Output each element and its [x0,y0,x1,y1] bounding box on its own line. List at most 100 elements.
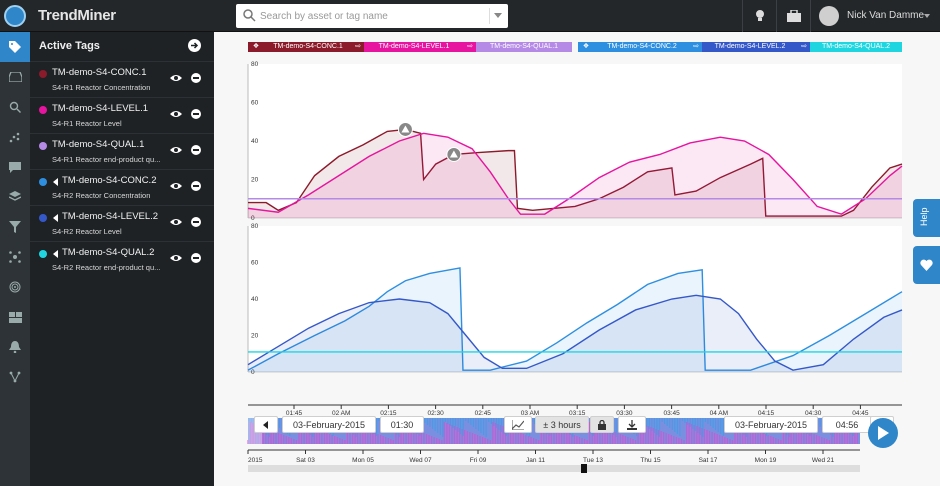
tag-name: TM-demo-S4-QUAL.2 [62,247,155,258]
legend-tag-qual-2[interactable]: TM-demo-S4-QUAL.2 [810,42,902,52]
eye-icon[interactable] [170,145,182,155]
navigator-top-tick-label: 02:15 [380,410,397,417]
remove-tag-button[interactable] [191,145,201,155]
legend-tag-conc-1[interactable]: TM-demo-S4-CONC.1 [264,42,352,52]
series-area [248,133,902,218]
help-tab[interactable]: Help [913,199,940,237]
rail-fingerprint[interactable] [0,272,30,302]
start-time-field[interactable]: 01:30 [380,416,424,433]
search-input[interactable] [258,6,490,26]
time-range-button[interactable]: ± 3 hours [535,416,589,433]
remove-tag-button[interactable] [191,109,201,119]
navigator-top-tick-label: 04:15 [758,410,775,417]
navigator-top-tick-label: 03:15 [569,410,586,417]
eye-icon[interactable] [170,217,182,227]
download-icon [627,419,637,430]
chart-type-button[interactable] [504,416,532,433]
legend-tag-conc-2[interactable]: TM-demo-S4-CONC.2 [594,42,690,52]
rail-hierarchy[interactable] [0,362,30,392]
trendminer-logo-icon[interactable] [4,5,26,27]
play-button[interactable] [868,418,898,448]
rail-layers[interactable] [0,182,30,212]
lock-button[interactable] [590,416,614,433]
rail-scatter[interactable] [0,122,30,152]
tag-color-dot[interactable] [39,70,47,78]
end-date-field[interactable]: 03-February-2015 [724,416,818,433]
eye-icon[interactable] [170,73,182,83]
end-time-field[interactable]: 04:56 [822,416,872,433]
remove-tag-button[interactable] [191,73,201,83]
remove-tag-button[interactable] [191,253,201,263]
legend-move-icon[interactable]: ⇨ [352,42,364,52]
rail-dashboard[interactable] [0,302,30,332]
search-box[interactable] [236,4,508,28]
legend-move-icon[interactable]: ⇨ [464,42,476,52]
tag-row[interactable]: TM-demo-S4-QUAL.2 S4-R2 Reactor end-produ… [30,241,214,277]
legend-move-icon[interactable]: ⇨ [798,42,810,52]
heart-icon [920,259,933,271]
rail-tags[interactable] [0,32,30,62]
download-button[interactable] [618,416,646,433]
navigator-bottom-tick-label: Wed 21 [812,457,835,464]
legend-move-icon[interactable]: ⇨ [690,42,702,52]
series-area [248,129,902,218]
rail-network[interactable] [0,242,30,272]
rail-alerts[interactable] [0,332,30,362]
navigator-top-tick-label: 01:45 [286,410,303,417]
active-tags-panel: Active Tags TM-demo-S4-CONC.1 S4-R1 React… [30,32,214,486]
legend-group-1-toggle[interactable]: ❖ [248,42,264,52]
tag-color-dot[interactable] [39,178,47,186]
tag-row[interactable]: TM-demo-S4-CONC.1 S4-R1 Reactor Concentra… [30,61,214,97]
rail-search[interactable] [0,92,30,122]
tag-color-dot[interactable] [39,214,47,222]
filter-icon [9,221,21,233]
navigator-bottom-tick-label: Jan 11 [526,457,545,464]
search-divider [489,8,490,24]
eye-icon[interactable] [170,109,182,119]
navigator-top-tick-label: 04 AM [710,410,728,417]
legend-tag-level-2[interactable]: TM-demo-S4-LEVEL.2 [702,42,798,52]
tag-color-dot[interactable] [39,106,47,114]
rail-filter[interactable] [0,212,30,242]
arrow-right-icon [191,42,199,49]
navigator-bottom-tick-label: 2015 [248,457,263,464]
chevron-down-icon [924,14,930,18]
tag-row[interactable]: TM-demo-S4-QUAL.1 S4-R1 Reactor end-produ… [30,133,214,169]
rail-inbox[interactable] [0,62,30,92]
y-tick-label: 80 [251,61,259,68]
tag-color-dot[interactable] [39,250,47,258]
toolbox-button[interactable] [776,0,810,32]
series-line [248,128,903,217]
tag-description: S4-R1 Reactor Level [52,119,122,128]
legend-tag-level-1[interactable]: TM-demo-S4-LEVEL.1 [364,42,464,52]
prev-period-button[interactable] [254,416,278,433]
icon-rail [0,32,30,486]
tag-description: S4-R2 Reactor Concentration [52,191,151,200]
chevron-left-icon [263,420,268,429]
user-menu[interactable]: Nick Van Damme [810,0,940,32]
warning-icon [449,150,458,158]
search-icon [243,9,256,22]
tips-button[interactable] [742,0,776,32]
panel-collapse-button[interactable] [188,39,201,52]
legend-tag-qual-1[interactable]: TM-demo-S4-QUAL.1 [476,42,572,52]
remove-tag-button[interactable] [191,217,201,227]
search-dropdown-icon[interactable] [494,13,502,18]
navigator-bottom-tick-label: Wed 07 [409,457,432,464]
series-line [247,294,903,371]
y-tick-label: 0 [251,369,255,376]
favorites-tab[interactable] [913,246,940,284]
eye-icon[interactable] [170,181,182,191]
remove-tag-button[interactable] [191,181,201,191]
top-bar: TrendMiner Nick Van Damme [0,0,940,32]
start-date-field[interactable]: 03-February-2015 [282,416,376,433]
tag-color-dot[interactable] [39,142,47,150]
legend-group-2-toggle[interactable]: ❖ [578,42,594,52]
toolbox-icon [787,10,801,22]
tag-row[interactable]: TM-demo-S4-LEVEL.1 S4-R1 Reactor Level [30,97,214,133]
rail-comments[interactable] [0,152,30,182]
tag-row[interactable]: TM-demo-S4-CONC.2 S4-R2 Reactor Concentra… [30,169,214,205]
tag-row[interactable]: TM-demo-S4-LEVEL.2 S4-R2 Reactor Level [30,205,214,241]
eye-icon[interactable] [170,253,182,263]
